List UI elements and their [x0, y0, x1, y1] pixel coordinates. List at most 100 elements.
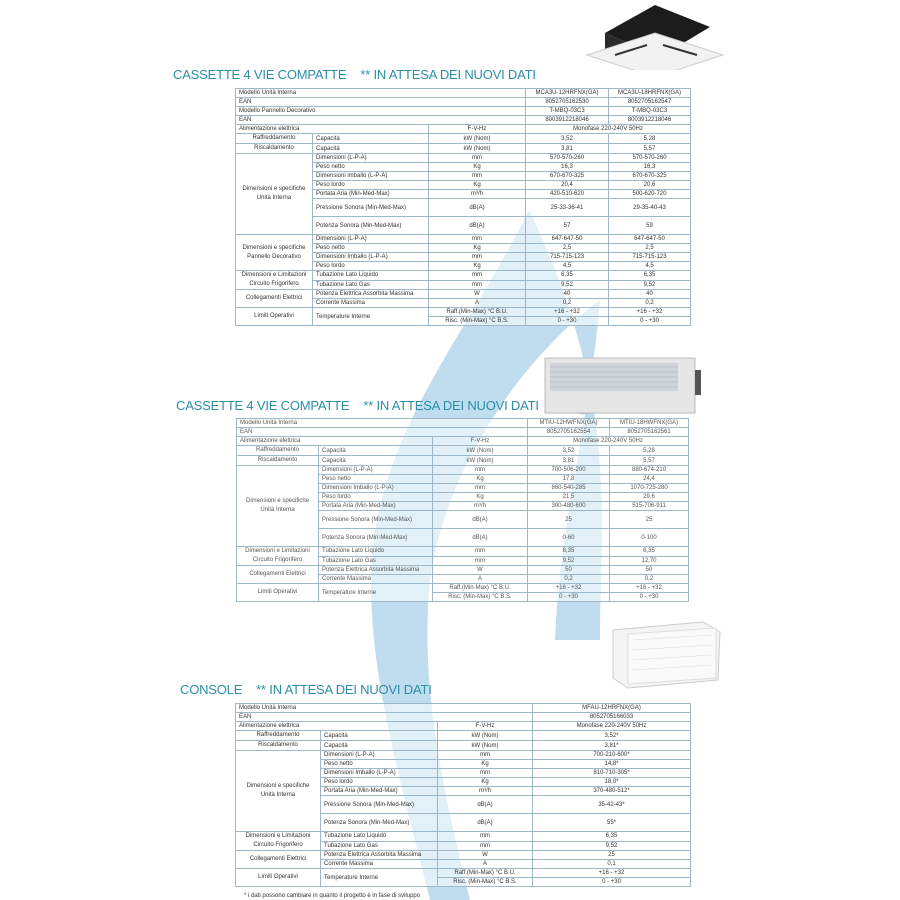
group-label: Riscaldamento	[235, 143, 313, 154]
value-cell: 8052705166033	[532, 712, 692, 722]
value-cell: 860-540-285	[527, 483, 611, 493]
unit-cell: F-V-Hz	[431, 436, 529, 446]
value-cell: Monofase 220-240V 50Hz	[527, 436, 690, 446]
value-cell: 6,35	[527, 546, 611, 557]
unit-cell: F-V-Hz	[427, 124, 527, 134]
group-label: Collegamenti Elettrici	[235, 850, 321, 869]
param-label: Potenza Elettrica Assorbita Massima	[318, 565, 433, 575]
value-cell: 29,6	[609, 492, 690, 502]
value-cell: 4,5	[525, 261, 610, 271]
unit-cell: kW (Nom)	[431, 445, 529, 456]
param-label: Capacità	[318, 445, 433, 456]
unit-cell: mm	[431, 546, 529, 557]
unit-cell: W	[431, 565, 529, 575]
param-label: Dimensioni (L-P-A)	[312, 153, 429, 163]
value-cell: 300-480-600	[527, 501, 611, 511]
spec-table-console: Modello Unità Interna MFAU-12HRFNX(GA) EAN…	[234, 703, 692, 887]
param-label: Temperature Interne	[320, 868, 438, 887]
unit-cell: dB(A)	[436, 795, 534, 814]
param-label: Tubazione Lato Liquido	[318, 546, 433, 557]
group-label: Riscaldamento	[236, 455, 319, 466]
value-cell: 57	[525, 216, 610, 235]
value-cell: 29-35-40-43	[608, 198, 692, 217]
value-cell: 0 - +30	[525, 316, 610, 326]
value-cell: 3,81	[527, 455, 611, 466]
param-label: Peso lordo	[318, 492, 433, 502]
unit-cell: mm	[427, 234, 527, 244]
param-label: Temperature Interne	[312, 307, 429, 326]
param-label: Dimensioni Imballo (L-P-A)	[312, 252, 429, 262]
table-row: Limiti Operativi Temperature Interne Raff.…	[235, 307, 692, 326]
spec-table-cassette: Modello Unità Interna MCA3U-12HRFNX(GA) MC…	[234, 88, 692, 326]
table-row: Peso netto Kg 16,3 16,3	[236, 162, 692, 172]
unit-cell: m³/h	[431, 501, 529, 511]
value-cell: 370-480-512*	[532, 786, 692, 796]
value-cell: 5,57	[608, 143, 692, 154]
row-label: Alimentazione elettrica	[235, 721, 438, 731]
param-label: Potenza Elettrica Assorbita Massima	[312, 289, 429, 299]
unit-cell: Kg	[436, 759, 534, 769]
value-cell: 24,4	[609, 474, 690, 484]
value-cell: 17,8	[527, 474, 611, 484]
group-label: Dimensioni e Limitazioni Circuito Frigor…	[235, 270, 313, 290]
param-label: Tubazione Lato Gas	[318, 555, 433, 566]
unit-cell: Risc. (Min-Max) °C B.S.	[431, 592, 529, 602]
unit-cell: dB(A)	[436, 813, 534, 832]
value-cell: 55*	[532, 813, 692, 832]
value-cell: 670-670-325	[525, 171, 610, 181]
value-cell: 3,52*	[532, 730, 692, 741]
table-row: Collegamenti Elettrici Potenza Elettrica …	[235, 850, 692, 869]
value-cell: 670-670-325	[608, 171, 692, 181]
title-text: CONSOLE	[180, 682, 243, 697]
value-cell: 715-715-123	[608, 252, 692, 262]
unit-cell: Kg	[427, 180, 527, 190]
param-label: Capacità	[320, 740, 438, 751]
param-label: Peso netto	[312, 162, 429, 172]
unit-cell: Kg	[427, 261, 527, 271]
value-cell: Monofase 220-240V 50Hz	[532, 721, 692, 731]
value-cell: 8003912218046	[525, 115, 610, 125]
footnote: * i dati possono cambiare in quanto il p…	[244, 893, 421, 899]
value-cell: 0,2	[609, 574, 690, 584]
value-cell: +16 - +32	[525, 307, 610, 317]
param-label: Peso netto	[318, 474, 433, 484]
unit-cell: Risc. (Min-Max) °C B.S.	[436, 877, 534, 887]
unit-cell: F-V-Hz	[436, 721, 534, 731]
value-cell: 5,28	[609, 445, 690, 456]
value-cell: 14,8*	[532, 759, 692, 769]
value-cell: 6,35	[609, 546, 690, 557]
unit-cell: Kg	[431, 492, 529, 502]
value-cell: 3,52	[527, 445, 611, 456]
unit-cell: Kg	[431, 474, 529, 484]
param-label: Pressione Sonora (Min-Med-Max)	[318, 510, 433, 529]
group-label: Dimensioni e specifiche Unità Interna	[235, 750, 321, 832]
unit-cell: A	[427, 298, 527, 308]
title-note: ** IN ATTESA DEI NUOVI DATI	[363, 398, 539, 413]
group-label: Dimensioni e Limitazioni Circuito Frigor…	[235, 831, 321, 851]
unit-cell: kW (Nom)	[436, 730, 534, 741]
value-cell: 1070-725-280	[609, 483, 690, 493]
param-label: Corrente Massima	[320, 859, 438, 869]
value-cell: 6,35	[532, 831, 692, 842]
table-row: Raffreddamento Capacità kW (Nom) 3,52 5,28	[236, 445, 690, 456]
param-label: Peso lordo	[312, 261, 429, 271]
param-label: Tubazione Lato Gas	[320, 840, 438, 851]
value-cell: 0,2	[527, 574, 611, 584]
value-cell: 0,2	[525, 298, 610, 308]
value-cell: 12,70	[609, 555, 690, 566]
param-label: Potenza Elettrica Assorbita Massima	[320, 850, 438, 860]
value-cell: 515-706-911	[609, 501, 690, 511]
group-label: Dimensioni e specifiche Pannello Decorat…	[235, 234, 313, 271]
unit-cell: dB(A)	[427, 198, 527, 217]
unit-cell: A	[436, 859, 534, 869]
param-label: Tubazione Lato Liquido	[320, 831, 438, 842]
table-row: Dimensioni e Limitazioni Circuito Frigor…	[236, 546, 690, 566]
table-row: EAN 8052705162554 8052705162561	[235, 427, 690, 437]
group-label: Dimensioni e specifiche Unità Interna	[235, 153, 313, 235]
param-label: Capacità	[318, 455, 433, 466]
param-label: Corrente Massima	[318, 574, 433, 584]
unit-cell: kW (Nom)	[427, 143, 527, 154]
value-cell: 20,6	[608, 180, 692, 190]
row-label: Modello Unità Interna	[234, 703, 534, 713]
table-row: Riscaldamento Capacità kW (Nom) 3,81*	[235, 740, 692, 751]
